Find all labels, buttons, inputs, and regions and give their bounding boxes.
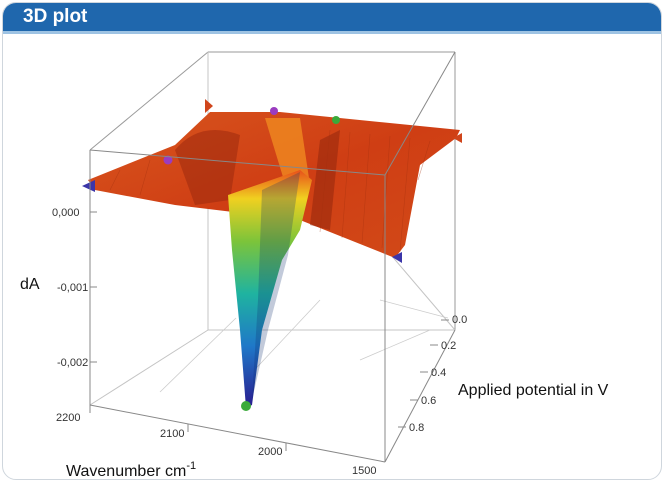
- z-tick-label: 0,000: [52, 207, 80, 219]
- marker-purple-left: [163, 155, 173, 165]
- surface-trough-shade: [252, 172, 300, 400]
- surface-right-ridge: [310, 130, 340, 230]
- marker-green-bottom: [241, 401, 251, 411]
- z-axis-title: dA: [20, 276, 40, 293]
- y-tick-label: 0.0: [452, 314, 467, 326]
- surface-ridge-shadow: [175, 130, 240, 205]
- surface-trough: [228, 170, 312, 408]
- y-axis: 0.0 0.2 0.4 0.6 0.8 Applied potential in…: [398, 314, 609, 434]
- x-tick-label: 2100: [160, 428, 184, 440]
- y-tick-label: 0.8: [409, 422, 424, 434]
- z-axis: 0,000 -0,001 -0,002 dA: [20, 207, 97, 369]
- marker-green-top: [332, 116, 340, 124]
- header-underline: [3, 31, 661, 34]
- x-axis-title: Wavenumber cm-1: [66, 460, 196, 480]
- x-tick-label: 1500: [352, 465, 376, 477]
- x-axis: 2200 2100 2000 1500 Wavenumber cm-1: [56, 405, 376, 480]
- markers: [82, 99, 462, 411]
- x-tick-label: 2000: [258, 446, 282, 458]
- marker-purple-top: [270, 107, 278, 115]
- x-tick-label: 2200: [56, 412, 80, 424]
- marker-bottom-right: [392, 252, 402, 263]
- marker-left-triangle: [82, 180, 95, 192]
- floor-grid: [159, 299, 449, 393]
- z-tick-label: -0,001: [57, 282, 88, 294]
- marker-top-left: [205, 99, 213, 113]
- y-tick-label: 0.2: [441, 340, 456, 352]
- panel-header: 3D plot: [3, 3, 661, 31]
- panel-title: 3D plot: [23, 6, 88, 27]
- y-tick-label: 0.6: [421, 395, 436, 407]
- y-tick-label: 0.4: [431, 367, 446, 379]
- surface: [88, 112, 460, 408]
- y-axis-title: Applied potential in V: [458, 382, 609, 399]
- marker-right-triangle: [453, 133, 462, 143]
- z-tick-label: -0,002: [57, 357, 88, 369]
